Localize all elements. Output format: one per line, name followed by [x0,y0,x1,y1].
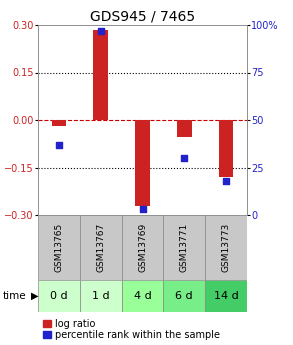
Bar [163,215,205,280]
Bar [219,120,234,177]
Point [98,28,103,33]
Text: ▶: ▶ [31,291,39,301]
Bar [38,280,80,312]
Text: 4 d: 4 d [134,291,151,301]
Bar [80,215,122,280]
Text: GSM13769: GSM13769 [138,223,147,272]
Point [182,155,187,161]
Text: 1 d: 1 d [92,291,110,301]
Bar [52,120,66,126]
Title: GDS945 / 7465: GDS945 / 7465 [90,10,195,24]
Bar [38,215,80,280]
Text: GSM13765: GSM13765 [54,223,63,272]
Bar [122,215,163,280]
Text: GSM13773: GSM13773 [222,223,231,272]
Text: time: time [3,291,26,301]
Text: GSM13771: GSM13771 [180,223,189,272]
Text: 14 d: 14 d [214,291,239,301]
Bar [80,280,122,312]
Bar [205,215,247,280]
Legend: log ratio, percentile rank within the sample: log ratio, percentile rank within the sa… [43,319,219,340]
Point [57,142,61,147]
Text: 6 d: 6 d [176,291,193,301]
Text: GSM13767: GSM13767 [96,223,105,272]
Bar [135,120,150,206]
Bar [205,280,247,312]
Bar [163,280,205,312]
Bar [122,280,163,312]
Bar [177,120,192,137]
Bar [93,30,108,120]
Point [224,178,229,184]
Text: 0 d: 0 d [50,291,68,301]
Point [140,207,145,212]
